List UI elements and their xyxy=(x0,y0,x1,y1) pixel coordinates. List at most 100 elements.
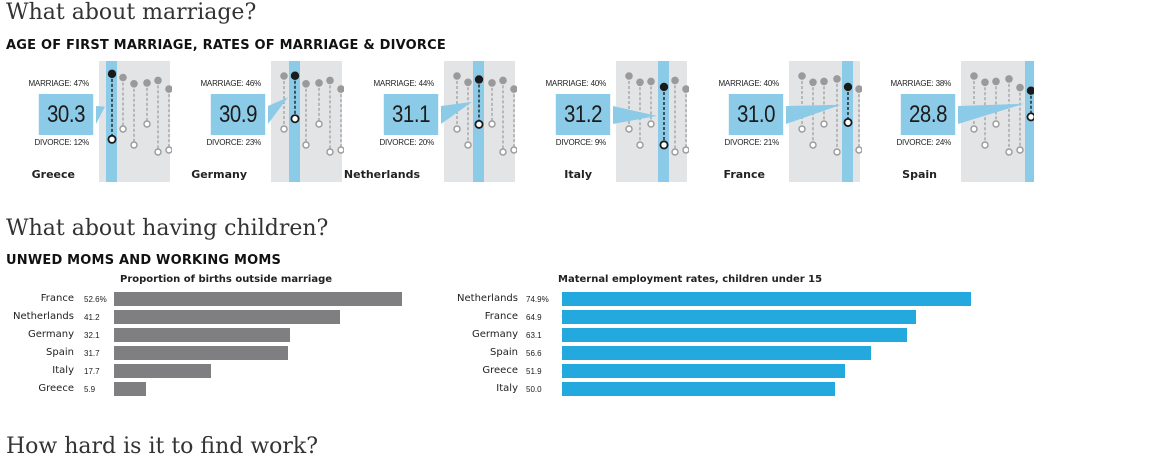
country-label: Germany xyxy=(191,168,247,181)
country-label: Italy xyxy=(564,168,592,181)
bar-row: Italy 50.0 xyxy=(440,382,1000,396)
bar-value-label: 5.9 xyxy=(84,385,96,394)
bar xyxy=(114,292,402,306)
dot-range-plot xyxy=(613,61,689,182)
bar-value-label: 56.6 xyxy=(526,349,542,358)
bar-value-label: 52.6% xyxy=(84,295,107,304)
divorce-rate-label: DIVORCE: 21% xyxy=(724,138,779,147)
dot-range-plot xyxy=(268,61,344,182)
comparison-marriage-dot xyxy=(165,85,172,93)
maternal-employment-chart: Maternal employment rates, children unde… xyxy=(440,274,1000,404)
marriage-chart-title: AGE OF FIRST MARRIAGE, RATES OF MARRIAGE… xyxy=(6,38,446,53)
comparison-divorce-dot xyxy=(280,125,288,133)
bar-category-label: Spain xyxy=(46,347,74,358)
divorce-dot xyxy=(843,117,853,127)
children-heading: What about having children? xyxy=(6,216,329,241)
marriage-rate-label: MARRIAGE: 46% xyxy=(200,79,261,88)
bar-value-label: 74.9% xyxy=(526,295,549,304)
work-heading: How hard is it to find work? xyxy=(6,434,319,459)
comparison-divorce-dot xyxy=(671,148,679,156)
bar xyxy=(114,364,211,378)
bar-category-label: Italy xyxy=(52,365,74,376)
comparison-marriage-dot xyxy=(682,85,689,93)
country-panel: MARRIAGE: 38% 28.8 DIVORCE: 24% Spain xyxy=(862,58,1034,188)
country-label: Greece xyxy=(31,168,75,181)
bar xyxy=(114,346,288,360)
comparison-marriage-dot xyxy=(809,78,817,87)
comparison-marriage-dot xyxy=(671,76,679,85)
comparison-marriage-dot xyxy=(499,76,507,85)
comparison-divorce-dot xyxy=(855,146,862,154)
age-first-marriage: 30.3 xyxy=(38,94,94,135)
comparison-marriage-dot xyxy=(970,72,978,80)
marriage-dot xyxy=(843,82,853,92)
comparison-marriage-dot xyxy=(992,77,1000,86)
bar xyxy=(562,328,907,342)
comparison-divorce-dot xyxy=(143,120,151,128)
age-first-marriage: 31.1 xyxy=(383,94,439,135)
births-outside-marriage-chart: Proportion of births outside marriage Fr… xyxy=(0,274,420,404)
marriage-rate-label: MARRIAGE: 40% xyxy=(545,79,606,88)
callout-pointer xyxy=(96,106,105,124)
bar-category-label: Germany xyxy=(28,329,74,340)
comparison-marriage-dot xyxy=(798,72,806,80)
births-chart-title: Proportion of births outside marriage xyxy=(120,274,333,285)
age-first-marriage: 31.0 xyxy=(728,94,784,135)
bar-row: France 52.6% xyxy=(0,292,420,306)
comparison-marriage-dot xyxy=(130,80,138,88)
comparison-marriage-dot xyxy=(833,75,841,83)
comparison-divorce-dot xyxy=(130,141,138,149)
divorce-dot xyxy=(659,140,669,150)
comparison-divorce-dot xyxy=(315,120,323,128)
marriage-dot xyxy=(290,71,300,80)
bar-value-label: 32.1 xyxy=(84,331,100,340)
bar-row: Greece 51.9 xyxy=(440,364,1000,378)
comparison-divorce-dot xyxy=(510,146,517,154)
bar-row: France 64.9 xyxy=(440,310,1000,324)
bar xyxy=(562,382,836,396)
comparison-divorce-dot xyxy=(625,125,633,133)
callout-pointer xyxy=(268,97,288,124)
comparison-divorce-dot xyxy=(302,141,310,149)
country-label: Netherlands xyxy=(343,168,420,181)
comparison-marriage-dot xyxy=(119,73,127,82)
comparison-divorce-dot xyxy=(488,120,496,128)
divorce-rate-label: DIVORCE: 24% xyxy=(896,138,951,147)
comparison-divorce-dot xyxy=(154,148,162,156)
bar-category-label: Greece xyxy=(482,365,518,376)
comparison-divorce-dot xyxy=(798,125,806,133)
comparison-marriage-dot xyxy=(625,72,633,80)
bar xyxy=(114,382,147,396)
bar-category-label: Italy xyxy=(496,383,518,394)
dot-range-plot xyxy=(441,61,517,182)
bar-category-label: Germany xyxy=(472,329,518,340)
age-first-marriage: 31.2 xyxy=(555,94,611,135)
comparison-divorce-dot xyxy=(647,120,655,128)
comparison-marriage-dot xyxy=(488,79,496,87)
comparison-divorce-dot xyxy=(682,146,689,154)
bar-row: Greece 5.9 xyxy=(0,382,420,396)
comparison-divorce-dot xyxy=(809,141,817,149)
divorce-rate-label: DIVORCE: 23% xyxy=(206,138,261,147)
divorce-rate-label: DIVORCE: 9% xyxy=(555,138,606,147)
country-label: France xyxy=(723,168,765,181)
marriage-dot xyxy=(474,75,484,84)
bar-category-label: Greece xyxy=(38,383,74,394)
country-panel: MARRIAGE: 40% 31.0 DIVORCE: 21% France xyxy=(690,58,862,188)
marriage-panels: MARRIAGE: 47% 30.3 DIVORCE: 12% Greece MARRI… xyxy=(0,58,1152,188)
comparison-divorce-dot xyxy=(453,125,461,133)
comparison-divorce-dot xyxy=(464,141,472,149)
bar xyxy=(114,328,290,342)
bar-row: Germany 32.1 xyxy=(0,328,420,342)
comparison-divorce-dot xyxy=(820,120,828,128)
divorce-dot xyxy=(474,119,484,129)
comparison-divorce-dot xyxy=(636,141,644,149)
highlight-column xyxy=(1025,61,1034,182)
comparison-marriage-dot xyxy=(154,76,162,85)
age-first-marriage: 28.8 xyxy=(900,94,956,135)
employment-chart-title: Maternal employment rates, children unde… xyxy=(558,274,823,285)
divorce-rate-label: DIVORCE: 12% xyxy=(34,138,89,147)
bar-row: Italy 17.7 xyxy=(0,364,420,378)
bar-category-label: Spain xyxy=(490,347,518,358)
comparison-marriage-dot xyxy=(453,72,461,80)
